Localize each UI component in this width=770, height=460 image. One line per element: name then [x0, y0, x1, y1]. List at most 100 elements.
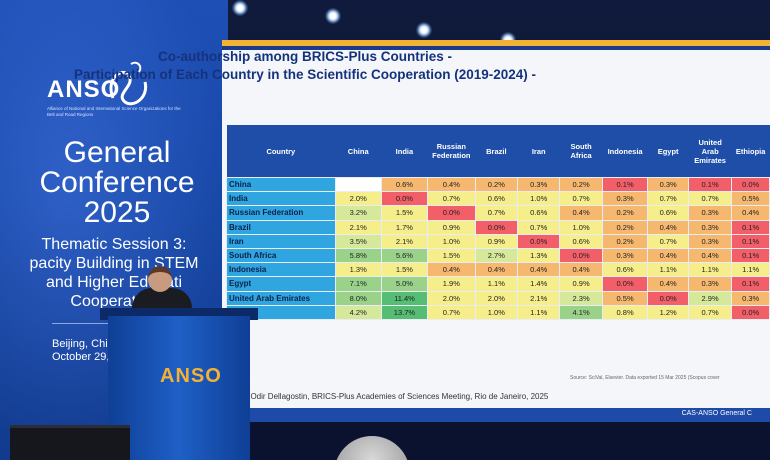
audience-member: [334, 436, 410, 460]
matrix-cell: 0.0%: [731, 304, 770, 320]
matrix-row: Brazil 2.1% 1.7% 0.9% 0.0% 0.7% 1.0% 0.2% 0.4% 0.…: [226, 219, 770, 235]
matrix-row: India 2.0% 0.0% 0.7% 0.6% 1.0% 0.7% 0.3% 0.7% 0.7…: [226, 191, 770, 207]
matrix-cell: 1.5%: [427, 247, 476, 264]
matrix-row-label: South Africa: [226, 247, 336, 264]
matrix-cell: 0.2%: [559, 176, 603, 193]
spotlight: [232, 0, 248, 16]
matrix-cell: 0.3%: [687, 219, 733, 235]
speaker-head: [148, 266, 172, 292]
matrix-cell: 5.0%: [380, 276, 429, 292]
matrix-cell: 0.1%: [687, 176, 733, 193]
matrix-cell: 0.1%: [731, 219, 770, 235]
matrix-cell: 0.0%: [559, 247, 603, 264]
matrix-cell: 0.7%: [687, 304, 733, 320]
matrix-cell: 0.3%: [601, 247, 649, 264]
coauthorship-matrix: Country China India Russian Federation Braz…: [226, 125, 770, 320]
matrix-column-header: Iran: [517, 125, 560, 178]
matrix-cell: [334, 176, 382, 193]
matrix-cell: 1.5%: [380, 262, 429, 278]
matrix-cell: 0.3%: [731, 290, 770, 306]
matrix-cell: 0.9%: [427, 219, 476, 235]
matrix-cell: 2.7%: [474, 247, 519, 264]
matrix-cell: 4.2%: [334, 304, 382, 320]
matrix-cell: 0.0%: [647, 290, 689, 306]
matrix-cell: 0.1%: [601, 176, 649, 193]
matrix-cell: 0.3%: [517, 176, 561, 193]
session-title: Thematic Session 3: pacity Building in S…: [29, 236, 199, 310]
anso-logo-text: ANSO: [47, 76, 121, 103]
matrix-row: China 0.6% 0.4% 0.2% 0.3% 0.2% 0.1% 0.3% 0.1% 0.0…: [226, 176, 770, 193]
matrix-cell: 0.4%: [731, 205, 770, 221]
matrix-cell: 8.0%: [334, 290, 382, 306]
conference-title: General Conference 2025: [39, 136, 195, 229]
matrix-cell: 0.1%: [731, 276, 770, 292]
matrix-cell: 0.6%: [601, 262, 649, 278]
matrix-row-label: Indonesia: [226, 262, 336, 278]
anso-logo-icon: [109, 61, 148, 106]
matrix-cell: 1.9%: [427, 276, 476, 292]
matrix-cell: 0.5%: [601, 290, 649, 306]
podium-logo: ANSO: [160, 365, 222, 387]
matrix-cell: 0.5%: [731, 191, 770, 207]
matrix-cell: 1.0%: [427, 233, 476, 249]
matrix-cell: 2.0%: [334, 191, 382, 207]
slide-footer: CAS-ANSO General C: [222, 408, 770, 422]
matrix-cell: 5.8%: [334, 247, 382, 264]
data-source-note: Source: SciVal, Elsevier. Data exported …: [570, 375, 720, 381]
matrix-cell: 1.0%: [517, 191, 561, 207]
matrix-cell: 0.7%: [427, 191, 476, 207]
matrix-cell: 3.2%: [334, 205, 382, 221]
matrix-cell: 1.5%: [380, 205, 429, 221]
matrix-cell: 7.1%: [334, 276, 382, 292]
matrix-row-label: United Arab Emirates: [226, 290, 336, 306]
matrix-cell: 0.7%: [427, 304, 476, 320]
footer-text: CAS-ANSO General C: [681, 410, 752, 417]
matrix-cell: 0.4%: [687, 247, 733, 264]
matrix-column-header: India: [381, 125, 428, 178]
matrix-column-header: South Africa: [559, 125, 603, 178]
matrix-cell: 0.2%: [601, 233, 649, 249]
matrix-cell: 0.4%: [559, 205, 603, 221]
matrix-cell: 0.2%: [601, 219, 649, 235]
matrix-cell: 2.1%: [334, 219, 382, 235]
matrix-row: ia4.2%13.7%0.7%1.0%1.1%4.1%0.8%1.2%0.7%0…: [226, 304, 770, 320]
matrix-cell: 5.6%: [380, 247, 429, 264]
matrix-cell: 0.0%: [601, 276, 649, 292]
matrix-cell: 0.6%: [380, 176, 429, 193]
matrix-cell: 0.4%: [647, 219, 689, 235]
matrix-column-header: Egypt: [647, 125, 689, 178]
matrix-cell: 13.7%: [380, 304, 429, 320]
matrix-column-header: Brazil: [475, 125, 518, 178]
matrix-cell: 0.7%: [517, 219, 561, 235]
slide-source: ource: Odir Dellagostin, BRICS-Plus Acad…: [226, 392, 549, 401]
matrix-cell: 0.7%: [687, 191, 733, 207]
matrix-cell: 11.4%: [380, 290, 429, 306]
matrix-cell: 2.1%: [517, 290, 561, 306]
matrix-cell: 0.0%: [474, 219, 519, 235]
matrix-cell: 0.1%: [731, 247, 770, 264]
matrix-cell: 0.4%: [427, 176, 476, 193]
matrix-row-label: China: [226, 176, 336, 193]
matrix-cell: 0.7%: [474, 205, 519, 221]
matrix-cell: 1.1%: [731, 262, 770, 278]
matrix-cell: 1.0%: [474, 304, 519, 320]
matrix-corner-header: Country: [226, 125, 336, 178]
matrix-row-label: Brazil: [226, 219, 336, 235]
matrix-cell: 1.2%: [647, 304, 689, 320]
matrix-cell: 0.4%: [427, 262, 476, 278]
matrix-row: Iran 3.5% 2.1% 1.0% 0.9% 0.0% 0.6% 0.2% 0.7% 0.3%…: [226, 233, 770, 249]
matrix-cell: 1.1%: [687, 262, 733, 278]
matrix-cell: 2.9%: [687, 290, 733, 306]
matrix-column-header: United Arab Emirates: [688, 125, 732, 178]
matrix-cell: 0.3%: [601, 191, 649, 207]
matrix-cell: 0.6%: [517, 205, 561, 221]
matrix-column-header: China: [335, 125, 382, 178]
venue-date: Beijing, Chin October 29, 2: [52, 338, 119, 363]
matrix-cell: 0.4%: [647, 276, 689, 292]
matrix-cell: 1.0%: [559, 219, 603, 235]
matrix-cell: 0.4%: [647, 247, 689, 264]
matrix-cell: 3.5%: [334, 233, 382, 249]
matrix-row-label: Iran: [226, 233, 336, 249]
matrix-cell: 0.2%: [474, 176, 519, 193]
